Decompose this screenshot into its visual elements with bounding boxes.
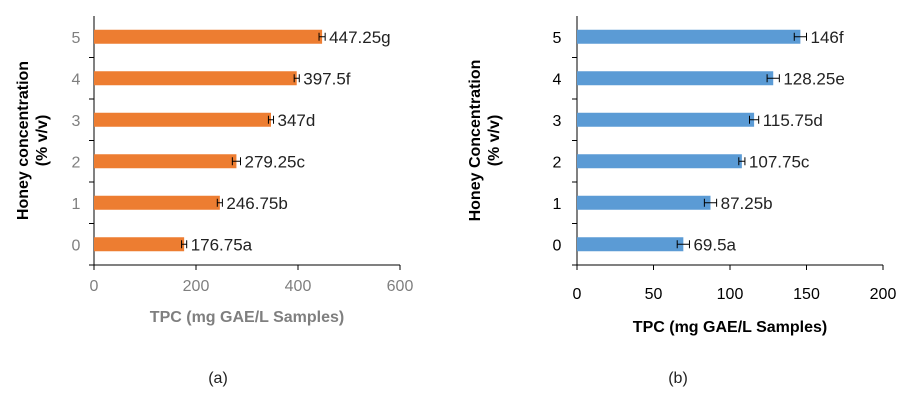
y-tick-label: 4 (553, 71, 562, 88)
data-label: 69.5a (693, 235, 736, 254)
data-label: 146f (811, 28, 844, 47)
bar (94, 71, 297, 86)
y-axis-title-line: (% v/v) (486, 115, 503, 167)
bar (94, 154, 237, 169)
y-axis-title-line: Honey concentration (15, 61, 32, 220)
y-axis-title: Honey Concentration (% v/v) (467, 60, 503, 222)
x-tick-label: 600 (387, 278, 414, 295)
y-tick-label: 2 (72, 154, 81, 171)
x-axis-title: TPC (mg GAE/L Samples) (633, 319, 827, 336)
y-tick-label: 1 (553, 196, 562, 213)
chart-panel-a: 0 200 400 600 0 176.75a 1 246.75b 2 279.25c 3 347d 4… (15, 16, 413, 387)
x-tick-label: 200 (183, 278, 210, 295)
bar (94, 29, 323, 44)
panel-caption: (b) (668, 370, 688, 387)
data-label: 176.75a (191, 235, 253, 254)
x-tick-label: 0 (573, 286, 582, 303)
y-tick-label: 5 (553, 30, 562, 47)
bar (94, 112, 271, 127)
data-label: 128.25e (783, 69, 844, 88)
data-label: 115.75d (763, 111, 823, 130)
bar (577, 154, 742, 169)
y-axis-title-line: Honey Concentration (467, 60, 484, 222)
data-label: 397.5f (303, 69, 351, 88)
y-axis-title: Honey concentration (% v/v) (15, 61, 51, 220)
x-tick-label: 150 (793, 286, 820, 303)
y-tick-label: 3 (72, 113, 81, 130)
data-label: 246.75b (226, 194, 287, 213)
y-tick-label: 0 (72, 237, 81, 254)
y-tick-label: 2 (553, 154, 562, 171)
y-tick-label: 5 (72, 30, 81, 47)
bar (577, 71, 774, 86)
bar (94, 195, 220, 210)
y-axis-title-line: (% v/v) (34, 115, 51, 167)
bar (577, 112, 755, 127)
x-tick-label: 400 (285, 278, 312, 295)
y-tick-label: 1 (72, 196, 81, 213)
data-label: 447.25g (329, 28, 390, 47)
x-tick-label: 50 (645, 286, 663, 303)
data-label: 87.25b (721, 194, 773, 213)
panel-caption: (a) (208, 370, 228, 387)
x-tick-label: 100 (717, 286, 744, 303)
y-tick-label: 0 (553, 237, 562, 254)
y-tick-label: 4 (72, 71, 81, 88)
y-tick-label: 3 (553, 113, 562, 130)
bar (94, 237, 185, 252)
bar (577, 195, 711, 210)
chart-panel-b: 0 50 100 150 200 0 69.5a 1 87.25b 2 107.75c 3 115.75… (467, 16, 896, 387)
data-label: 347d (278, 111, 316, 130)
bar (577, 29, 801, 44)
data-label: 279.25c (244, 152, 305, 171)
x-axis-title: TPC (mg GAE/L Samples) (150, 309, 344, 326)
x-tick-label: 200 (870, 286, 897, 303)
bar (577, 237, 684, 252)
x-tick-label: 0 (90, 278, 99, 295)
data-label: 107.75c (749, 152, 810, 171)
